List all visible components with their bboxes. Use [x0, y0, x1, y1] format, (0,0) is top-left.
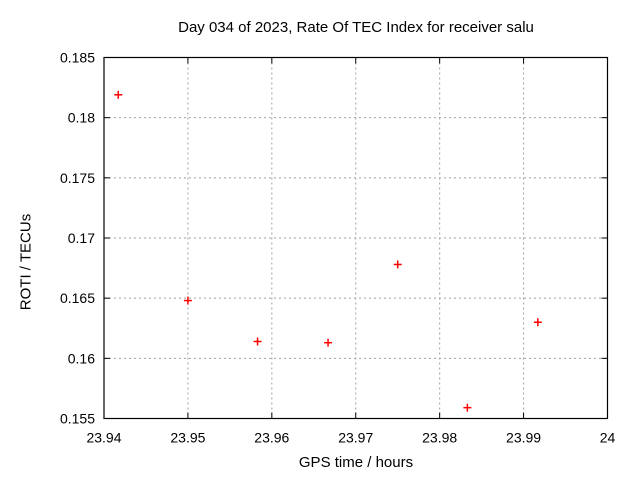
y-tick-label: 0.185 [60, 50, 95, 66]
plot-border [103, 56, 609, 420]
x-tick-label: 23.99 [506, 430, 541, 446]
x-tick-label: 23.97 [338, 430, 373, 446]
y-tick-label: 0.165 [60, 290, 95, 306]
x-axis-label: GPS time / hours [298, 454, 414, 471]
y-tick-label: 0.18 [68, 110, 95, 126]
y-tick-label: 0.155 [60, 411, 95, 427]
chart-title: Day 034 of 2023, Rate Of TEC Index for r… [178, 19, 534, 36]
x-tick-label: 23.94 [86, 430, 121, 446]
y-tick-label: 0.175 [60, 170, 95, 186]
x-tick-label: 24 [600, 430, 616, 446]
x-tick-label: 23.95 [170, 430, 205, 446]
y-tick-label: 0.16 [68, 350, 95, 366]
x-tick-label: 23.98 [422, 430, 457, 446]
x-tick-label: 23.96 [254, 430, 289, 446]
y-tick-label: 0.17 [68, 230, 95, 246]
